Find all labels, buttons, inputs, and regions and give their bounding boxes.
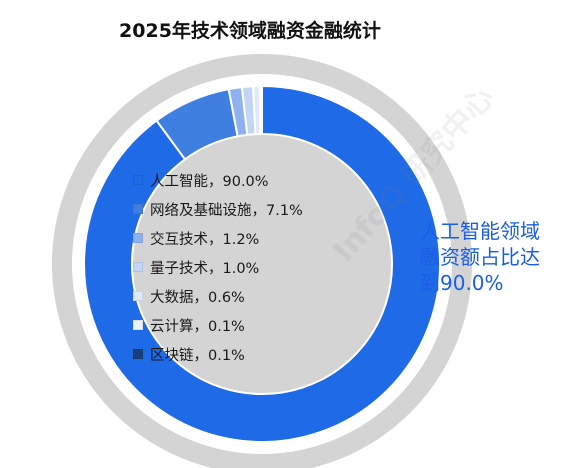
legend-label: 人工智能，90.0% — [150, 173, 269, 190]
legend-swatch — [133, 349, 143, 359]
legend-swatch — [133, 175, 143, 185]
legend-item-4: 大数据，0.6% — [133, 286, 245, 306]
legend-swatch — [133, 204, 143, 214]
legend-swatch — [133, 233, 143, 243]
callout-line-1: 人工智能领域 — [420, 219, 540, 243]
legend-item-3: 量子技术，1.0% — [133, 257, 259, 277]
slice-0 — [83, 84, 441, 443]
callout-text: 人工智能领域 融资额占比达 到90.0% — [420, 218, 560, 296]
legend-label: 云计算，0.1% — [150, 318, 245, 335]
legend-item-0: 人工智能，90.0% — [133, 170, 269, 190]
legend-item-2: 交互技术，1.2% — [133, 228, 259, 248]
chart-title: 2025年技术领域融资金融统计 — [119, 20, 381, 42]
legend-label: 区块链，0.1% — [150, 347, 245, 364]
legend-label: 量子技术，1.0% — [150, 260, 260, 277]
legend-swatch — [133, 320, 143, 330]
legend-item-1: 网络及基础设施，7.1% — [133, 199, 303, 219]
legend-swatch — [133, 291, 143, 301]
callout-line-2: 融资额占比达 — [420, 245, 540, 269]
legend-item-5: 云计算，0.1% — [133, 315, 245, 335]
legend-item-6: 区块链，0.1% — [133, 344, 245, 364]
legend-label: 大数据，0.6% — [150, 289, 245, 306]
legend-label: 网络及基础设施，7.1% — [150, 202, 303, 219]
center-disc — [132, 134, 392, 394]
legend-swatch — [133, 262, 143, 272]
slice-6 — [259, 84, 263, 136]
callout-line-3: 到90.0% — [420, 271, 504, 295]
legend-label: 交互技术，1.2% — [150, 231, 260, 248]
